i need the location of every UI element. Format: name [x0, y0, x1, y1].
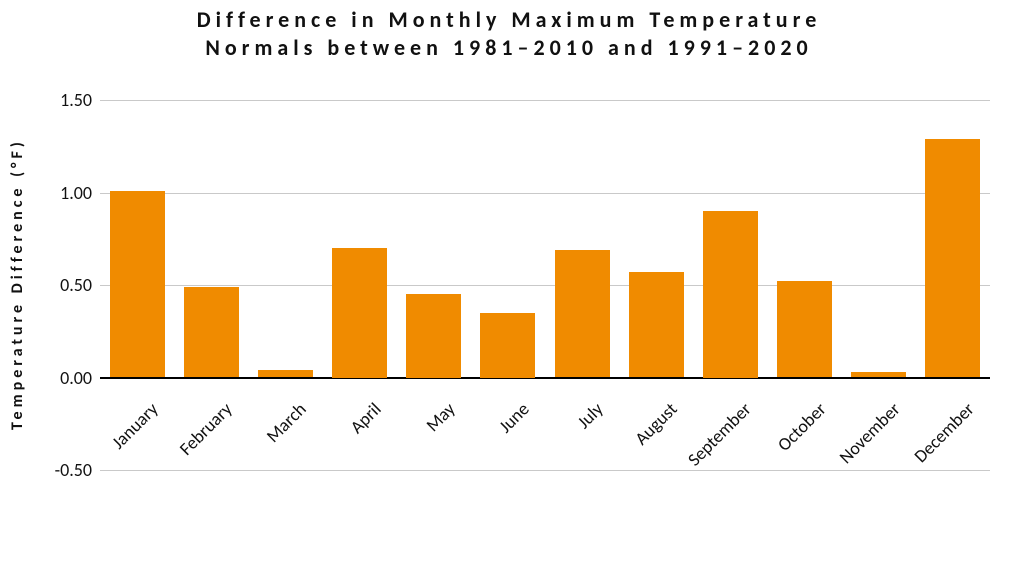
x-tick-label: March: [147, 398, 311, 562]
bar: [925, 139, 980, 378]
y-tick-label: 1.00: [60, 182, 92, 204]
y-tick-label: 0.00: [60, 367, 92, 389]
chart-title: Difference in Monthly Maximum Temperatur…: [0, 6, 1018, 61]
bar: [332, 248, 387, 378]
chart-title-line1: Difference in Monthly Maximum Temperatur…: [0, 6, 1018, 34]
bar: [480, 313, 535, 378]
y-tick-label: 0.50: [60, 274, 92, 296]
bar: [555, 250, 610, 378]
chart-title-line2: Normals between 1981–2010 and 1991–2020: [0, 34, 1018, 62]
bar: [703, 211, 758, 378]
y-tick-label: 1.50: [60, 89, 92, 111]
bar: [406, 294, 461, 377]
bar: [851, 372, 906, 378]
bar: [777, 281, 832, 377]
bar: [110, 191, 165, 378]
y-axis-label: Temperature Difference (°F): [8, 138, 27, 430]
bar: [629, 272, 684, 377]
bar: [184, 287, 239, 378]
x-tick-label: December: [814, 398, 978, 562]
x-tick-label: September: [592, 398, 756, 562]
x-axis-labels: JanuaryFebruaryMarchAprilMayJuneJulyAugu…: [100, 390, 990, 490]
chart-container: Difference in Monthly Maximum Temperatur…: [0, 0, 1018, 578]
bar: [258, 370, 313, 377]
